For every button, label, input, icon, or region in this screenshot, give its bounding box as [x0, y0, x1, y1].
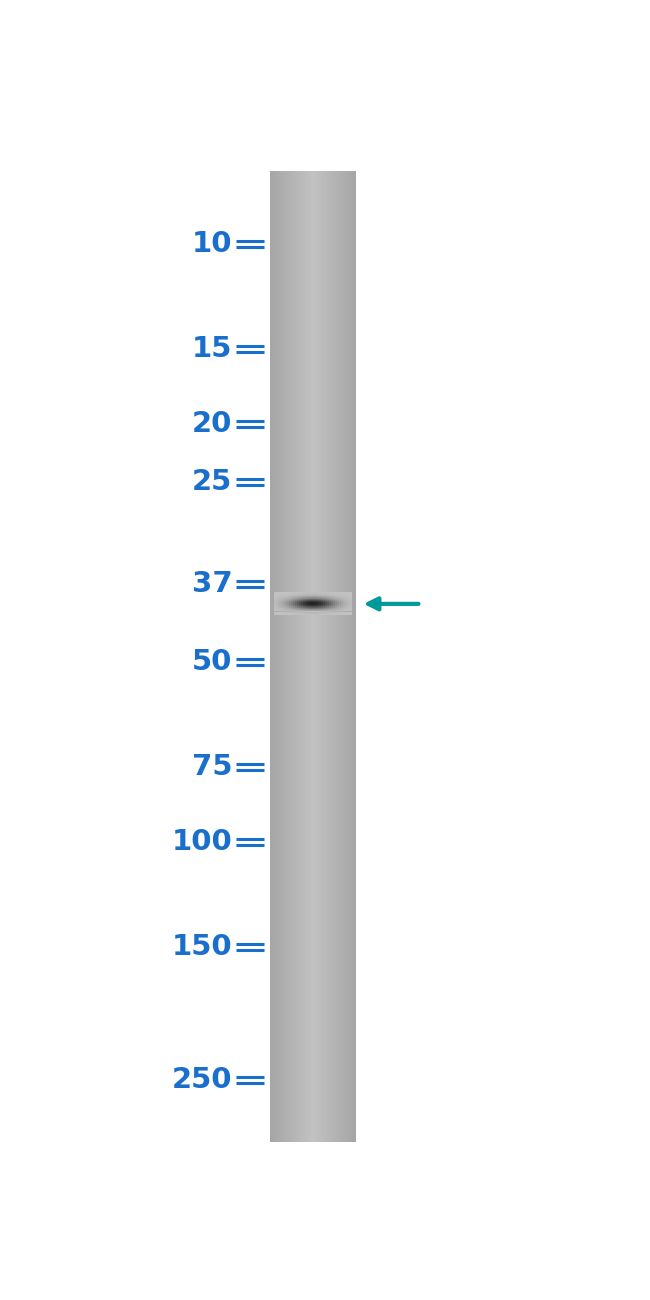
Text: 75: 75: [192, 753, 233, 781]
Text: 250: 250: [172, 1066, 233, 1093]
Text: 20: 20: [192, 410, 233, 438]
Text: 50: 50: [192, 647, 233, 676]
Text: 25: 25: [192, 468, 233, 495]
Text: 15: 15: [192, 335, 233, 363]
Text: 100: 100: [172, 828, 233, 855]
Text: 37: 37: [192, 569, 233, 598]
Text: 10: 10: [192, 230, 233, 257]
Text: 150: 150: [172, 933, 233, 961]
